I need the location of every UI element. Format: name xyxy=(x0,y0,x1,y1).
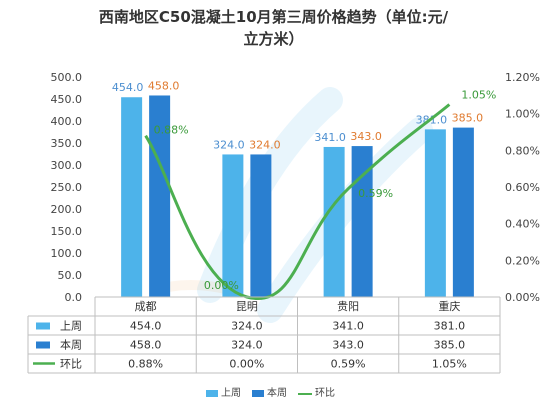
category-label-贵阳: 贵阳 xyxy=(337,300,359,313)
right-axis-tick-label: 1.00% xyxy=(505,108,540,121)
right-axis-tick-label: 1.20% xyxy=(505,71,540,84)
right-axis-tick-label: 0.80% xyxy=(505,144,540,157)
data-table-cell-环比-昆明: 0.00% xyxy=(229,358,264,371)
data-table-cell-上周-成都: 454.0 xyxy=(130,320,162,333)
right-axis-tick-label: 0.00% xyxy=(505,291,540,304)
data-table-cell-环比-成都: 0.88% xyxy=(128,358,163,371)
data-label-本周-成都: 458.0 xyxy=(148,79,180,92)
bar-上周-成都 xyxy=(121,97,143,298)
left-axis-tick-label: 500.0 xyxy=(51,71,83,84)
right-axis-tick-label: 0.40% xyxy=(505,218,540,231)
bar-本周-成都 xyxy=(149,95,171,297)
category-label-重庆: 重庆 xyxy=(438,299,460,313)
data-table-cell-本周-贵阳: 343.0 xyxy=(332,339,364,352)
bar-上周-昆明 xyxy=(222,154,244,297)
bar-本周-昆明 xyxy=(250,154,272,297)
left-axis-tick-label: 400.0 xyxy=(51,115,83,128)
right-axis-tick-label: 0.60% xyxy=(505,181,540,194)
legend-label-series-2: 环比 xyxy=(315,388,335,399)
data-label-环比-昆明: 0.00% xyxy=(204,279,239,292)
data-label-本周-昆明: 324.0 xyxy=(249,138,281,151)
data-table-cell-上周-昆明: 324.0 xyxy=(231,320,263,333)
legend-label-series-1: 本周 xyxy=(267,388,287,399)
left-axis-tick-label: 100.0 xyxy=(51,247,83,260)
left-axis-tick-label: 200.0 xyxy=(51,203,83,216)
left-axis-tick-label: 50.0 xyxy=(58,269,83,282)
data-label-环比-重庆: 1.05% xyxy=(461,89,496,102)
data-label-本周-重庆: 385.0 xyxy=(452,112,484,125)
data-table-series-name-本周: 本周 xyxy=(60,338,82,352)
data-table-series-name-环比: 环比 xyxy=(60,358,82,371)
data-label-上周-贵阳: 341.0 xyxy=(314,131,346,144)
legend-swatch-series-0 xyxy=(206,390,218,397)
left-axis-tick-label: 250.0 xyxy=(51,181,83,194)
data-table-cell-本周-成都: 458.0 xyxy=(130,339,162,352)
data-table-cell-环比-重庆: 1.05% xyxy=(432,358,467,371)
data-table-swatch-本周 xyxy=(36,341,50,349)
data-table-cell-环比-贵阳: 0.59% xyxy=(331,358,366,371)
left-axis-tick-label: 350.0 xyxy=(51,137,83,150)
legend-line-series-2 xyxy=(298,393,312,395)
left-axis-tick-label: 450.0 xyxy=(51,93,83,106)
left-axis-tick-label: 0.0 xyxy=(65,291,83,304)
line-环比 xyxy=(144,103,451,301)
data-label-本周-贵阳: 343.0 xyxy=(350,130,382,143)
chart-title-line-1: 西南地区C50混凝土10月第三周价格趋势（单位:元/ xyxy=(98,8,449,26)
data-table-swatch-上周 xyxy=(36,322,50,330)
data-table-series-name-上周: 上周 xyxy=(60,320,82,333)
data-label-上周-成都: 454.0 xyxy=(112,81,144,94)
data-label-环比-成都: 0.88% xyxy=(154,124,189,137)
category-label-昆明: 昆明 xyxy=(236,300,258,313)
data-table-cell-本周-昆明: 324.0 xyxy=(231,339,263,352)
bar-本周-重庆 xyxy=(452,127,474,297)
legend-label-series-0: 上周 xyxy=(221,388,241,399)
data-label-环比-贵阳: 0.59% xyxy=(358,187,393,200)
bar-上周-贵阳 xyxy=(323,146,345,297)
data-table-cell-上周-重庆: 381.0 xyxy=(434,320,466,333)
legend-swatch-series-1 xyxy=(252,390,264,397)
bar-上周-重庆 xyxy=(424,129,446,297)
data-table-cell-上周-贵阳: 341.0 xyxy=(332,320,364,333)
data-label-上周-昆明: 324.0 xyxy=(213,138,245,151)
chart-title: 西南地区C50混凝土10月第三周价格趋势（单位:元/ 立方米） xyxy=(0,6,547,50)
category-label-成都: 成都 xyxy=(135,300,157,313)
bar-本周-贵阳 xyxy=(351,146,373,297)
left-axis-tick-label: 300.0 xyxy=(51,159,83,172)
chart-title-line-2: 立方米） xyxy=(243,30,304,48)
left-axis-tick-label: 150.0 xyxy=(51,225,83,238)
legend: 上周 本周 环比 xyxy=(0,387,547,403)
data-table-cell-本周-重庆: 385.0 xyxy=(434,339,466,352)
right-axis-tick-label: 0.20% xyxy=(505,254,540,267)
